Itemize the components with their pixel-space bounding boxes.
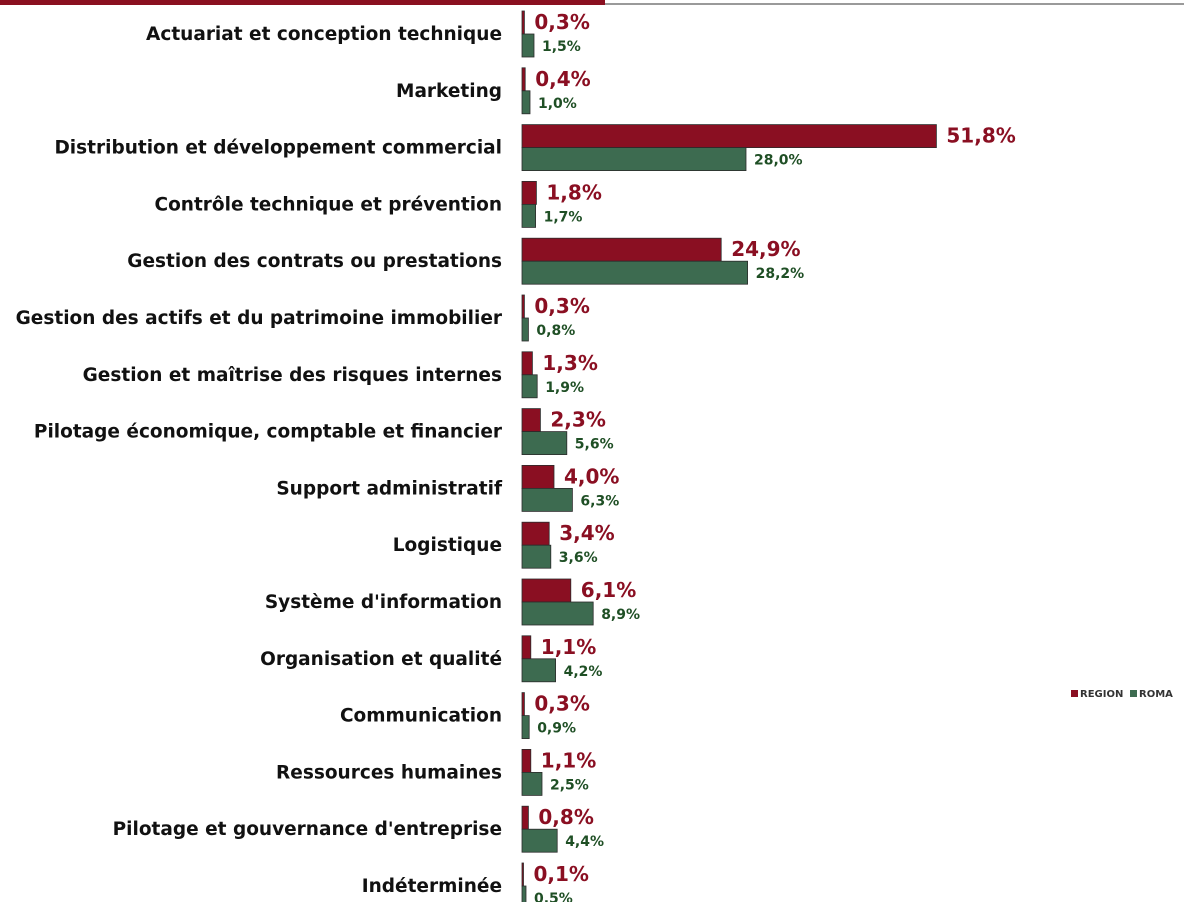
roma-value-label: 28,0% <box>754 153 803 169</box>
region-value-label: 4,0% <box>564 464 619 488</box>
roma-value-label: 2,5% <box>550 777 589 793</box>
category-label: Actuariat et conception technique <box>146 24 502 45</box>
roma-value-label: 4,2% <box>564 664 603 680</box>
category-label: Ressources humaines <box>276 762 502 783</box>
region-value-label: 1,8% <box>546 180 601 204</box>
region-value-label: 2,3% <box>550 408 605 432</box>
region-bar <box>521 408 541 433</box>
roma-bar <box>521 90 531 115</box>
roma-bar <box>521 601 594 626</box>
roma-bar <box>521 772 543 796</box>
region-value-label: 51,8% <box>946 124 1015 148</box>
region-bar <box>521 180 537 205</box>
region-bar <box>521 10 525 35</box>
header-rule-line <box>605 3 1184 5</box>
legend-swatch-roma <box>1130 690 1137 697</box>
legend-swatch-region <box>1071 690 1078 697</box>
region-value-label: 0,3% <box>534 294 589 318</box>
legend-label-region: REGION <box>1080 689 1123 700</box>
labels-layer: Actuariat et conception technique 0,3% 1,5… <box>16 10 1016 902</box>
region-value-label: 0,3% <box>534 692 589 716</box>
region-value-label: 1,1% <box>541 635 596 659</box>
roma-bar <box>521 431 568 456</box>
legend-label-roma: ROMA <box>1139 689 1173 700</box>
region-bar <box>521 635 532 660</box>
roma-value-label: 8,9% <box>601 607 640 623</box>
region-bar <box>521 692 525 716</box>
roma-bar <box>521 715 530 739</box>
roma-value-label: 28,2% <box>756 266 805 282</box>
roma-value-label: 1,0% <box>538 96 577 112</box>
roma-bar <box>521 828 558 853</box>
roma-bar <box>521 203 537 228</box>
category-label: Gestion des actifs et du patrimoine immo… <box>16 308 503 329</box>
region-bar <box>521 351 533 376</box>
category-label: Gestion des contrats ou prestations <box>127 251 502 272</box>
roma-bar <box>521 147 747 172</box>
roma-value-label: 3,6% <box>559 550 598 566</box>
bars-layer <box>521 10 937 902</box>
roma-value-label: 5,6% <box>575 437 614 453</box>
category-label: Pilotage et gouvernance d'entreprise <box>113 819 502 840</box>
roma-value-label: 1,7% <box>544 209 583 225</box>
region-value-label: 0,1% <box>534 862 589 886</box>
roma-value-label: 1,9% <box>545 380 584 396</box>
header-rule-accent <box>0 0 605 5</box>
roma-value-label: 1,5% <box>542 39 581 55</box>
roma-value-label: 0,8% <box>536 323 575 339</box>
region-bar <box>521 805 529 830</box>
region-value-label: 1,3% <box>542 351 597 375</box>
roma-bar <box>521 544 552 569</box>
region-bar <box>521 464 555 489</box>
category-label: Distribution et développement commercial <box>54 138 502 159</box>
roma-bar <box>521 487 573 512</box>
region-value-label: 0,4% <box>535 67 590 91</box>
category-label: Contrôle technique et prévention <box>155 194 503 215</box>
category-label: Système d'information <box>265 592 502 613</box>
roma-value-label: 6,3% <box>580 493 619 509</box>
category-label: Communication <box>340 706 502 727</box>
category-label: Logistique <box>393 535 502 556</box>
category-label: Indéterminée <box>362 876 502 897</box>
region-value-label: 0,8% <box>538 805 593 829</box>
roma-bar <box>521 374 538 399</box>
region-value-label: 6,1% <box>581 578 636 602</box>
region-bar <box>521 862 524 887</box>
roma-value-label: 0,9% <box>537 721 576 737</box>
legend: REGION ROMA <box>1071 689 1173 700</box>
roma-bar <box>521 260 749 285</box>
roma-value-label: 4,4% <box>565 834 604 850</box>
roma-bar <box>521 658 556 683</box>
region-bar <box>521 749 532 773</box>
region-bar <box>521 237 722 262</box>
region-value-label: 1,1% <box>541 748 596 772</box>
header-rule <box>0 0 1184 7</box>
region-value-label: 24,9% <box>731 237 800 261</box>
category-label: Support administratif <box>276 478 503 499</box>
roma-value-label: 0,5% <box>534 891 573 902</box>
region-bar <box>521 578 572 603</box>
category-label: Pilotage économique, comptable et financ… <box>34 422 503 443</box>
roma-bar <box>521 885 527 902</box>
category-label: Marketing <box>396 81 502 102</box>
region-bar <box>521 294 525 319</box>
category-label: Gestion et maîtrise des risques internes <box>83 365 502 386</box>
region-bar <box>521 521 550 546</box>
roma-bar <box>521 317 529 342</box>
region-value-label: 0,3% <box>534 10 589 34</box>
region-bar <box>521 67 526 92</box>
region-value-label: 3,4% <box>559 521 614 545</box>
roma-bar <box>521 33 535 58</box>
region-bar <box>521 124 937 148</box>
category-label: Organisation et qualité <box>260 649 502 670</box>
